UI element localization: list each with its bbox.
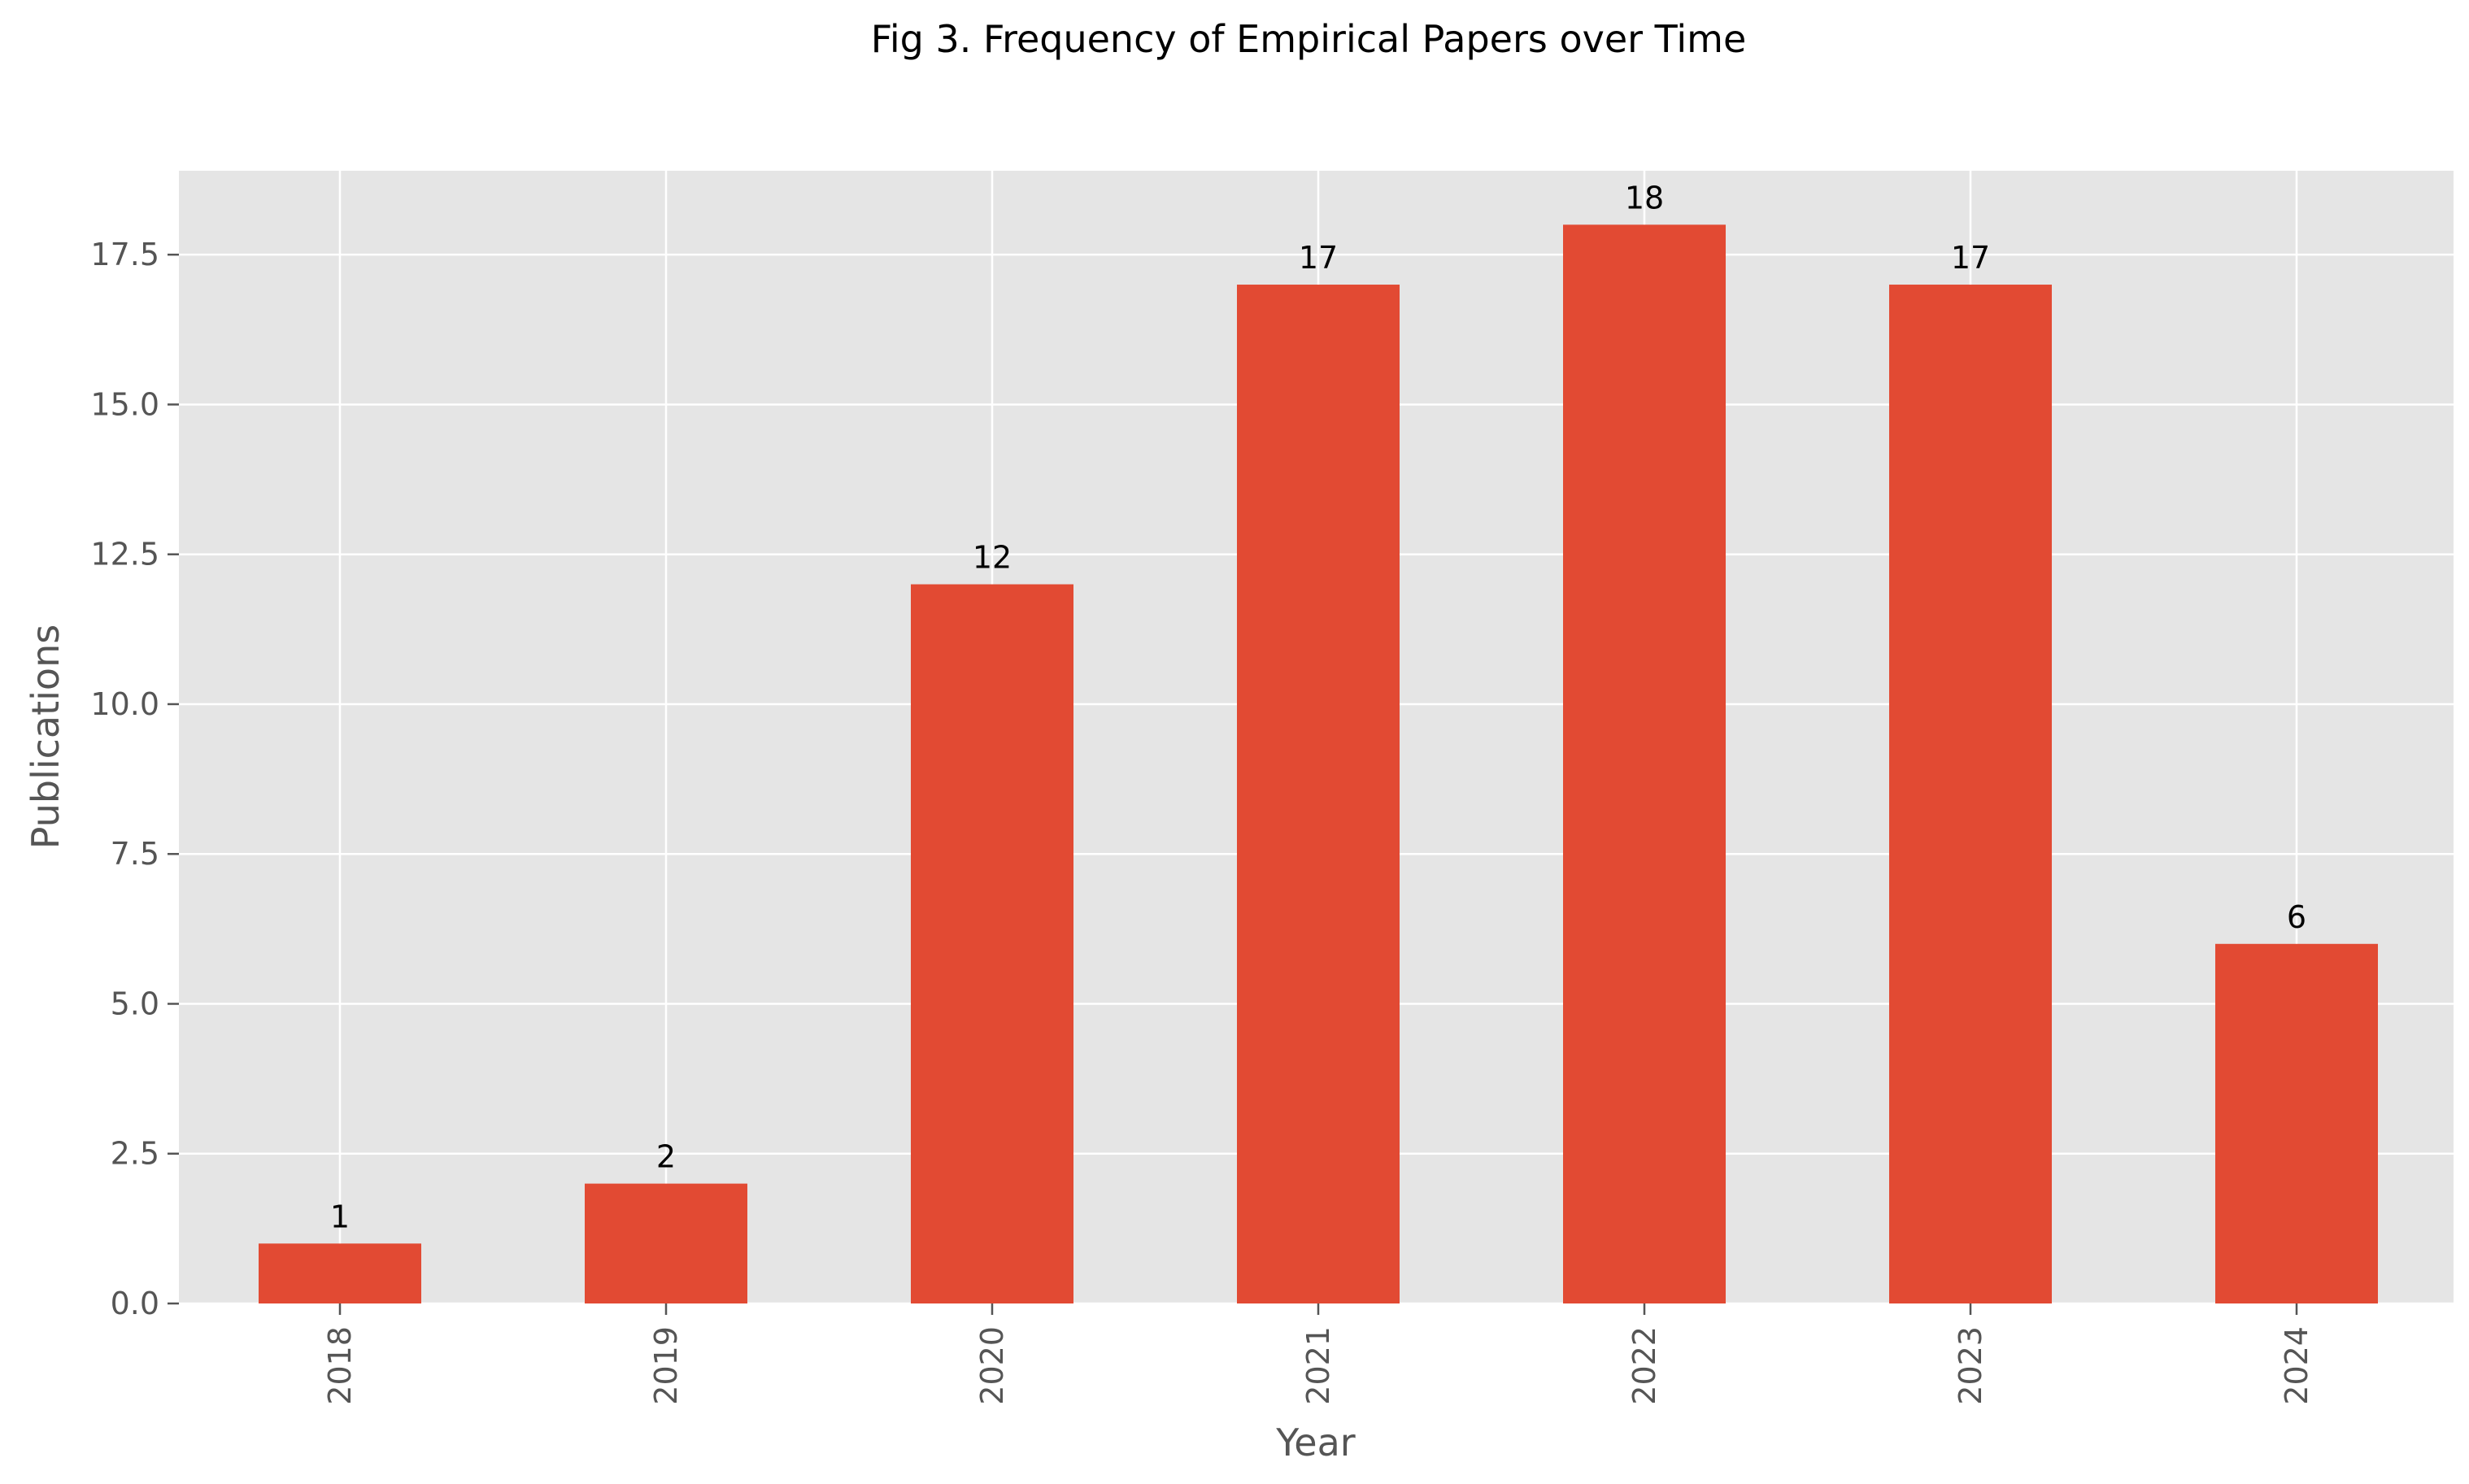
bar-2021	[1237, 285, 1400, 1303]
data-label-2019: 2	[656, 1139, 676, 1175]
data-label-2021: 17	[1299, 240, 1338, 276]
y-tick-label: 12.5	[90, 537, 159, 572]
bar-2024	[2215, 943, 2378, 1303]
data-label-2018: 1	[330, 1199, 350, 1234]
y-tick-label: 0.0	[111, 1286, 159, 1321]
bar-2020	[911, 584, 1073, 1303]
x-tick-label-2024: 2024	[2279, 1326, 2314, 1405]
x-axis-ticks: 2018 2019 2020 2021 2022 2023 2024	[322, 1303, 2314, 1405]
y-axis-ticks: 0.0 2.5 5.0 7.5 10.0 12.5 15.0 17.5	[90, 237, 179, 1321]
data-label-2020: 12	[973, 540, 1012, 576]
y-tick-label: 17.5	[90, 237, 159, 272]
chart-title: Fig 3. Frequency of Empirical Papers ove…	[871, 17, 1747, 61]
data-label-2024: 6	[2287, 899, 2306, 935]
x-tick-label-2020: 2020	[974, 1326, 1010, 1405]
bar-2023	[1889, 285, 2052, 1303]
x-tick-label-2023: 2023	[1953, 1326, 1988, 1405]
x-tick-label-2021: 2021	[1300, 1326, 1336, 1405]
x-tick-label-2018: 2018	[322, 1326, 358, 1405]
x-tick-label-2019: 2019	[648, 1326, 684, 1405]
y-axis-label: Publications	[24, 624, 67, 849]
bar-2019	[585, 1183, 747, 1303]
y-tick-label: 15.0	[90, 386, 159, 422]
data-label-2022: 18	[1625, 180, 1664, 215]
x-axis-label: Year	[1275, 1421, 1355, 1464]
bars	[259, 224, 2378, 1303]
data-label-2023: 17	[1951, 240, 1990, 276]
x-tick-label-2022: 2022	[1626, 1326, 1662, 1405]
y-tick-label: 7.5	[111, 836, 159, 872]
bar-2018	[259, 1243, 421, 1303]
y-tick-label: 10.0	[90, 686, 159, 722]
y-tick-label: 5.0	[111, 986, 159, 1021]
bar-2022	[1563, 224, 1726, 1303]
y-tick-label: 2.5	[111, 1136, 159, 1172]
